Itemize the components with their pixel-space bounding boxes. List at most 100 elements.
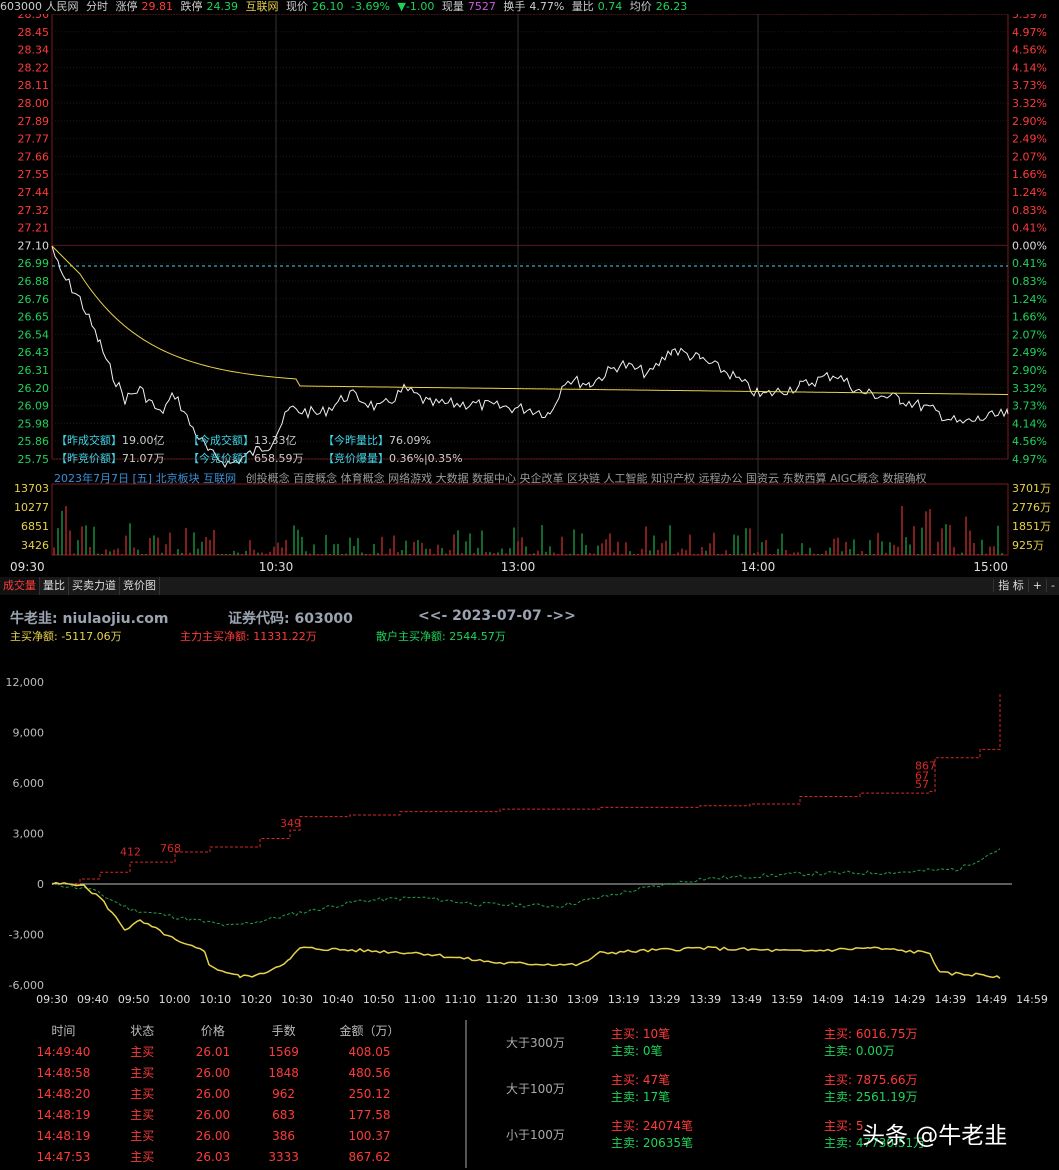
flow-x-label: 11:10 [444,993,476,1006]
trade-time: 14:48:19 [36,1128,91,1143]
price-tick-label: 28.34 [18,44,50,57]
price-tick-label: 27.89 [18,115,50,128]
pct-tick-label: 5.39% [1012,14,1047,21]
limit-up-label: 涨停 [115,0,138,13]
info-row-2: 【昨竞价额】71.07万 【今竞价额】658.59万 【竞价爆量】0.36%|0.3… [56,450,463,468]
trade-row: 14:48:20 主买 26.00 962 250.12 [20,1083,420,1104]
plus-button[interactable]: + [1027,579,1047,592]
price-tick-label: 27.32 [18,204,50,217]
info-key: 【昨成交额】 [56,434,122,447]
amount-tick-label: 925万 [1012,539,1044,552]
trade-price: 26.00 [195,1065,231,1080]
trade-status: 主买 [130,1087,155,1101]
vol-ratio-value: 0.74 [597,0,623,13]
time-tick-label: 14:00 [741,560,776,574]
price-tick-label: 27.21 [18,222,50,235]
time-tick-label: 15:00 [973,560,1008,574]
order-size-summary: 大于300万 主买: 10笔 主卖: 0笔 主买: 6016.75万 主卖: 0.00万… [480,1025,1040,1163]
intraday-chart[interactable]: 28.56 5.39% 28.45 4.97% 28.34 4.56% 28.22 4.14%… [0,14,1059,577]
price-tick-label: 26.76 [18,293,50,306]
flow-y-label: 6,000 [13,777,45,790]
vol-ratio-label: 量比 [571,0,594,13]
pct-tick-label: 1.66% [1012,311,1047,324]
trade-row: 14:48:58 主买 26.00 1848 480.56 [20,1062,420,1083]
main-force-line [52,693,1001,885]
pct-tick-label: 2.90% [1012,115,1047,128]
trade-time: 14:48:20 [36,1086,91,1101]
info-value: 19.00亿 [122,434,165,447]
net-buy-line [51,881,1001,979]
time-tick-label: 13:00 [501,560,536,574]
avg-price-value: 26.23 [655,0,688,13]
info-value: 0.36%|0.35% [389,452,463,465]
price-tick-label: 27.10 [18,239,50,252]
avg-price-label: 均价 [629,0,652,13]
trade-time: 14:48:58 [36,1065,91,1080]
trade-status: 主买 [130,1129,155,1143]
flow-x-label: 09:40 [77,993,109,1006]
indicator-button[interactable]: 指 标 [993,579,1028,592]
trade-amount: 480.56 [348,1065,391,1080]
flow-x-label: 14:09 [812,993,844,1006]
trade-lots: 3333 [268,1149,299,1164]
concept-list[interactable]: 创投概念 百度概念 体育概念 网络游戏 大数据 数据中心 央企改革 区块链 人工… [245,472,927,485]
flow-x-label: 13:49 [730,993,762,1006]
col-status: 状态 [130,1024,155,1038]
date-navigator[interactable]: <<- 2023-07-07 ->> [418,608,576,624]
sector-link[interactable]: 互联网 [245,0,279,13]
summary-size-label: 大于300万 [506,1036,565,1050]
date-sector-line[interactable]: 2023年7月7日 [五] 北京板块 互联网 [54,472,237,485]
price-tick-label: 27.66 [18,150,50,163]
flow-x-label: 13:19 [608,993,640,1006]
summary-row: 大于300万 主买: 10笔 主卖: 0笔 主买: 6016.75万 主卖: 0.00万 [480,1025,1040,1071]
trade-price: 26.03 [195,1149,231,1164]
tab-buy-sell-force[interactable]: 买卖力道 [69,577,120,595]
trade-price: 26.00 [195,1107,231,1122]
summary-sell-amount: 主卖: 0.00万 [824,1044,895,1058]
flow-y-label: 0 [37,878,44,891]
info-value: 13.33亿 [254,434,297,447]
summary-row: 小于100万 主买: 24074笔 主卖: 20635笔 主买: 5 主卖: 47730… [480,1117,1040,1163]
flow-y-label: 3,000 [13,828,45,841]
trade-amount: 177.58 [348,1107,391,1122]
trade-price: 26.00 [195,1086,231,1101]
info-value: 658.59万 [254,452,304,465]
flow-x-label: 14:49 [975,993,1007,1006]
tab-volume[interactable]: 成交量 [0,577,40,595]
chart-mode[interactable]: 分时 [86,0,108,13]
pct-tick-label: 4.97% [1012,453,1047,466]
minus-button[interactable]: - [1046,579,1059,592]
tab-volume-ratio[interactable]: 量比 [40,577,69,595]
summary-sell-count: 主卖: 0笔 [611,1044,663,1058]
abs-change: ▼-1.00 [397,0,435,13]
price-tick-label: 26.31 [18,364,50,377]
avg-price-line [51,245,1009,395]
summary-sell-count: 主卖: 20635笔 [611,1136,694,1150]
price-tick-label: 26.99 [18,257,50,270]
time-tick-label: 09:30 [10,560,45,574]
summary-buy-count: 主买: 47笔 [611,1073,671,1087]
pct-tick-label: 2.49% [1012,346,1047,359]
col-lots: 手数 [271,1024,296,1038]
price-tick-label: 27.77 [18,133,50,146]
tab-auction-chart[interactable]: 竞价图 [120,577,160,595]
flow-x-label: 11:00 [404,993,436,1006]
big-order-annotation: 867 [915,760,936,773]
flow-x-label: 13:59 [771,993,803,1006]
trade-amount: 100.37 [348,1128,391,1143]
trade-lots: 962 [272,1086,296,1101]
pct-tick-label: 2.49% [1012,133,1047,146]
pct-tick-label: 0.83% [1012,275,1047,288]
big-order-annotation: 67 [915,770,929,783]
summary-row: 大于100万 主买: 47笔 主卖: 17笔 主买: 7875.66万 主卖: 2561… [480,1071,1040,1117]
volume-tick-label: 10277 [14,501,49,514]
time-tick-label: 10:30 [259,560,294,574]
big-order-annotation: 412 [120,845,141,858]
auction-info-box: 【昨成交额】19.00亿 【今成交额】13.33亿 【今昨量比】76.09% 【昨竞… [56,432,463,468]
retail-net-buy: 散户主买净额: 2544.57万 [376,630,506,643]
concept-bar: 2023年7月7日 [五] 北京板块 互联网 创投概念 百度概念 体育概念 网络… [54,470,927,486]
info-value: 76.09% [389,434,431,447]
pct-tick-label: 1.24% [1012,293,1047,306]
price-tick-label: 26.20 [18,382,50,395]
